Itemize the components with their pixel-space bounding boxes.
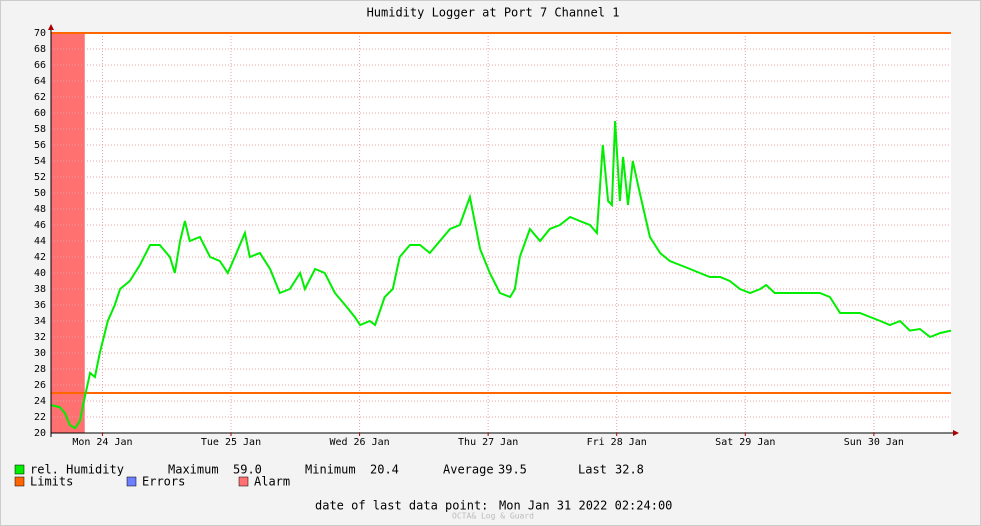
y-tick-label: 38 bbox=[34, 284, 46, 295]
y-tick-label: 66 bbox=[34, 60, 46, 71]
y-tick-label: 22 bbox=[34, 412, 46, 423]
stat-label: Average bbox=[443, 463, 494, 477]
legend-label: Alarm bbox=[254, 475, 290, 489]
footer-label: date of last data point: bbox=[315, 499, 488, 513]
stat-value: 20.4 bbox=[370, 463, 399, 477]
x-tick-label: Tue 25 Jan bbox=[201, 437, 261, 448]
y-tick-label: 60 bbox=[34, 108, 46, 119]
y-tick-label: 34 bbox=[34, 316, 46, 327]
y-tick-label: 46 bbox=[34, 220, 46, 231]
stat-label: Last bbox=[578, 463, 607, 477]
x-tick-label: Mon 24 Jan bbox=[72, 437, 132, 448]
y-tick-label: 30 bbox=[34, 348, 46, 359]
y-tick-label: 62 bbox=[34, 92, 46, 103]
y-tick-label: 32 bbox=[34, 332, 46, 343]
legend-label: Errors bbox=[142, 475, 185, 489]
y-tick-label: 64 bbox=[34, 76, 46, 87]
x-tick-label: Fri 28 Jan bbox=[587, 437, 647, 448]
plot-area bbox=[51, 33, 951, 433]
y-tick-label: 40 bbox=[34, 268, 46, 279]
y-tick-label: 42 bbox=[34, 252, 46, 263]
y-tick-label: 52 bbox=[34, 172, 46, 183]
y-tick-label: 36 bbox=[34, 300, 46, 311]
chart-title: Humidity Logger at Port 7 Channel 1 bbox=[367, 6, 620, 20]
stat-value: 39.5 bbox=[498, 463, 527, 477]
y-tick-label: 50 bbox=[34, 188, 46, 199]
stat-label: Maximum bbox=[168, 463, 219, 477]
alarm-span bbox=[51, 33, 85, 433]
y-tick-label: 28 bbox=[34, 364, 46, 375]
stat-label: Minimum bbox=[305, 463, 356, 477]
legend-swatch bbox=[14, 464, 25, 475]
y-tick-label: 24 bbox=[34, 396, 46, 407]
y-tick-label: 20 bbox=[34, 428, 46, 439]
y-tick-label: 58 bbox=[34, 124, 46, 135]
legend-swatch bbox=[14, 476, 25, 487]
stat-value: 32.8 bbox=[615, 463, 644, 477]
y-tick-label: 56 bbox=[34, 140, 46, 151]
legend-label: rel. Humidity bbox=[30, 463, 124, 477]
legend-swatch bbox=[126, 476, 137, 487]
y-tick-label: 44 bbox=[34, 236, 46, 247]
y-tick-label: 48 bbox=[34, 204, 46, 215]
footer-value: Mon Jan 31 2022 02:24:00 bbox=[499, 499, 672, 513]
x-tick-label: Thu 27 Jan bbox=[458, 437, 518, 448]
legend-label: Limits bbox=[30, 475, 73, 489]
watermark: OCTA& Log & Guard bbox=[452, 512, 534, 521]
y-tick-label: 26 bbox=[34, 380, 46, 391]
y-tick-label: 54 bbox=[34, 156, 46, 167]
legend-swatch bbox=[238, 476, 249, 487]
data-line bbox=[50, 120, 952, 430]
y-arrow bbox=[48, 24, 54, 30]
x-tick-label: Wed 26 Jan bbox=[329, 437, 389, 448]
x-arrow bbox=[953, 430, 959, 436]
x-tick-label: Sat 29 Jan bbox=[715, 437, 775, 448]
stat-value: 59.0 bbox=[233, 463, 262, 477]
y-tick-label: 68 bbox=[34, 44, 46, 55]
y-tick-label: 70 bbox=[34, 28, 46, 39]
x-tick-label: Sun 30 Jan bbox=[844, 437, 904, 448]
